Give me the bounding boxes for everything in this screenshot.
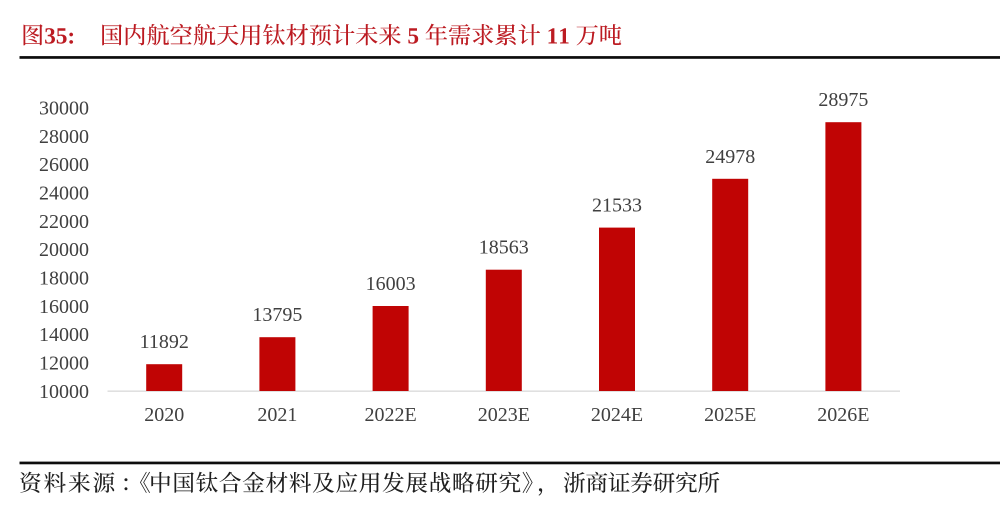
- svg-text:28975: 28975: [818, 89, 868, 111]
- svg-text:2023E: 2023E: [478, 404, 530, 426]
- svg-text:14000: 14000: [39, 324, 89, 346]
- svg-text:18000: 18000: [39, 268, 89, 290]
- svg-text:26000: 26000: [39, 154, 89, 176]
- svg-text:2026E: 2026E: [817, 404, 869, 426]
- svg-text:20000: 20000: [39, 239, 89, 261]
- svg-text:2024E: 2024E: [591, 404, 643, 426]
- svg-text:12000: 12000: [39, 353, 89, 375]
- svg-text:13795: 13795: [252, 304, 302, 326]
- svg-text:16000: 16000: [39, 296, 89, 318]
- svg-text:18563: 18563: [479, 237, 529, 259]
- svg-text:2021: 2021: [257, 404, 297, 426]
- svg-text:2022E: 2022E: [364, 404, 416, 426]
- svg-text:11892: 11892: [140, 331, 189, 353]
- svg-text:22000: 22000: [39, 211, 89, 233]
- svg-text:2020: 2020: [144, 404, 184, 426]
- svg-text:30000: 30000: [39, 98, 89, 120]
- svg-text:28000: 28000: [39, 126, 89, 148]
- svg-text:10000: 10000: [39, 381, 89, 403]
- svg-text:24000: 24000: [39, 183, 89, 205]
- svg-text:21533: 21533: [592, 195, 642, 217]
- svg-text:16003: 16003: [366, 273, 416, 295]
- svg-text:2025E: 2025E: [704, 404, 756, 426]
- svg-text:24978: 24978: [705, 146, 755, 168]
